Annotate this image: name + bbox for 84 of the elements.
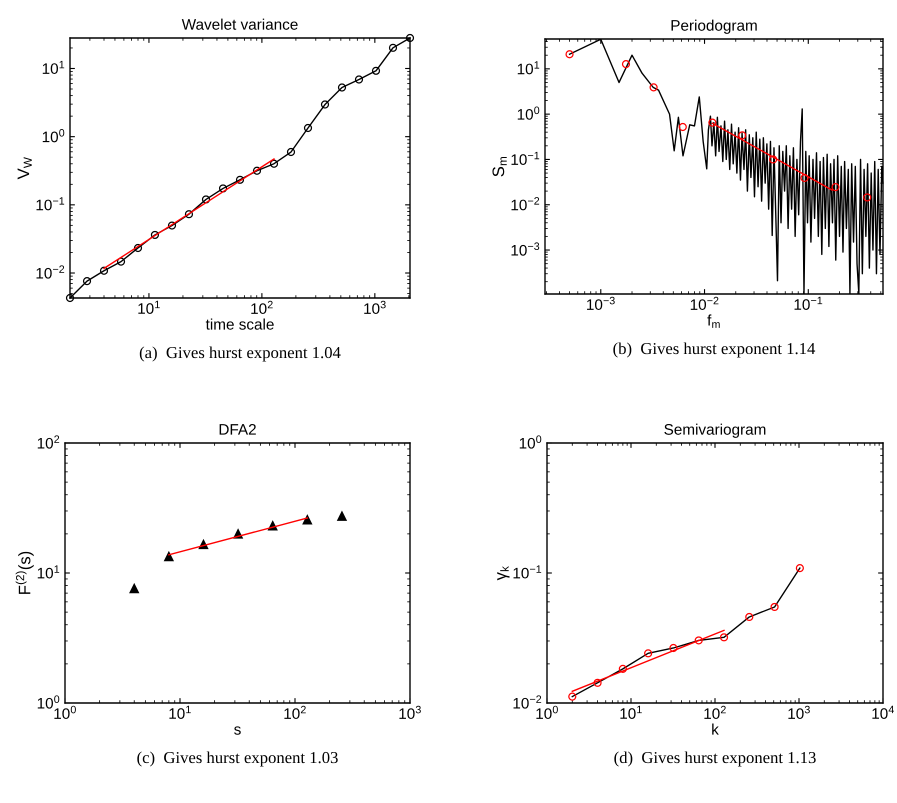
y-tick-label: 10$^{1}$ (38, 565, 60, 579)
point (100, 266, 108, 275)
x-tick-label: 10$^{4}$ (872, 706, 894, 719)
x-tick-label: 10$^{2}$ (284, 706, 306, 720)
point (129, 584, 140, 594)
y-tick-label: 10$^{−2}$ (36, 265, 64, 279)
y-tick-label: 10$^{2}$ (38, 435, 60, 449)
point (134, 244, 142, 252)
y-tick-label: 10$^{−3}$ (512, 242, 540, 256)
point (354, 75, 364, 84)
y-tick-label: 10$^{−1}$ (36, 197, 64, 210)
x-tick-label: 10$^{−2}$ (690, 296, 718, 310)
x-tick-label: 10$^{3}$ (399, 706, 421, 720)
chart-title: DFA2 (220, 424, 256, 435)
point (770, 602, 779, 612)
x-axis-title: time scale (206, 318, 274, 330)
point (796, 564, 804, 572)
point (304, 124, 312, 132)
y-tick-label: 10$^{0}$ (520, 435, 542, 449)
x-tick-label: 10$^{1}$ (138, 300, 160, 314)
y-axis-title: V$_{W}$ (18, 157, 32, 180)
point (863, 193, 872, 202)
point (150, 230, 160, 240)
x-tick-label: 10$^{3}$ (788, 706, 810, 720)
x-tick-label: 10$^{1}$ (169, 706, 191, 719)
x-tick-label: 10$^{−3}$ (587, 296, 615, 310)
point (745, 612, 754, 622)
point (337, 511, 347, 521)
point (164, 552, 174, 562)
point (302, 514, 312, 524)
y-tick-label: 10$^{0}$ (42, 129, 64, 142)
x-axis-title: f$_{m}$ (707, 314, 720, 328)
point (669, 644, 678, 652)
x-tick-label: 10$^{2}$ (704, 706, 726, 720)
point (406, 34, 414, 42)
point (66, 294, 74, 302)
point (738, 131, 746, 140)
x-tick-label: 10$^{2}$ (251, 300, 273, 314)
y-tick-label: 10$^{1}$ (518, 61, 540, 74)
y-tick-label: 10$^{−1}$ (514, 565, 542, 579)
point (202, 195, 210, 204)
point (708, 118, 716, 127)
x-tick-label: 10$^{1}$ (620, 706, 642, 719)
point (593, 678, 602, 687)
y-tick-label: 10$^{1}$ (42, 60, 64, 74)
x-tick-label: 10$^{−1}$ (794, 296, 822, 310)
point (769, 155, 778, 164)
x-axis-title: s (234, 726, 241, 735)
chart-title: Wavelet variance (182, 18, 298, 30)
point (644, 649, 652, 658)
point (320, 100, 330, 109)
point (286, 148, 296, 156)
point (184, 210, 194, 218)
point (168, 221, 176, 230)
point (388, 44, 398, 52)
point (694, 636, 703, 645)
y-tick-label: 10$^{0}$ (518, 106, 540, 120)
text: (d) Gives hurst exponent 1.13 (614, 751, 816, 767)
point (116, 258, 126, 266)
chart-title: Semivariogram (664, 424, 766, 438)
point (618, 664, 627, 673)
y-tick-label: 10$^{−1}$ (512, 152, 540, 165)
x-axis-title: k (712, 723, 719, 735)
point (800, 174, 809, 182)
point (338, 83, 346, 92)
y-axis-title: γ$_{k}$ (497, 566, 510, 580)
text: (c) Gives hurst exponent 1.03 (137, 751, 338, 767)
point (831, 183, 840, 192)
chart-title: Periodogram (672, 20, 757, 34)
y-axis-title: S$_{m}$ (492, 157, 507, 176)
point (82, 277, 92, 286)
point (372, 66, 380, 75)
y-tick-label: 10$^{−2}$ (512, 197, 540, 210)
y-axis-title: F$^{(2)}$(s) (16, 552, 34, 594)
point (568, 692, 576, 701)
point (218, 184, 228, 193)
text: (a) Gives hurst exponent 1.04 (140, 346, 341, 362)
point (720, 633, 728, 642)
point (252, 166, 262, 175)
point (236, 176, 244, 184)
x-tick-label: 10$^{3}$ (364, 300, 386, 314)
point (678, 122, 687, 132)
point (270, 160, 278, 168)
text: (b) Gives hurst exponent 1.14 (613, 342, 816, 358)
